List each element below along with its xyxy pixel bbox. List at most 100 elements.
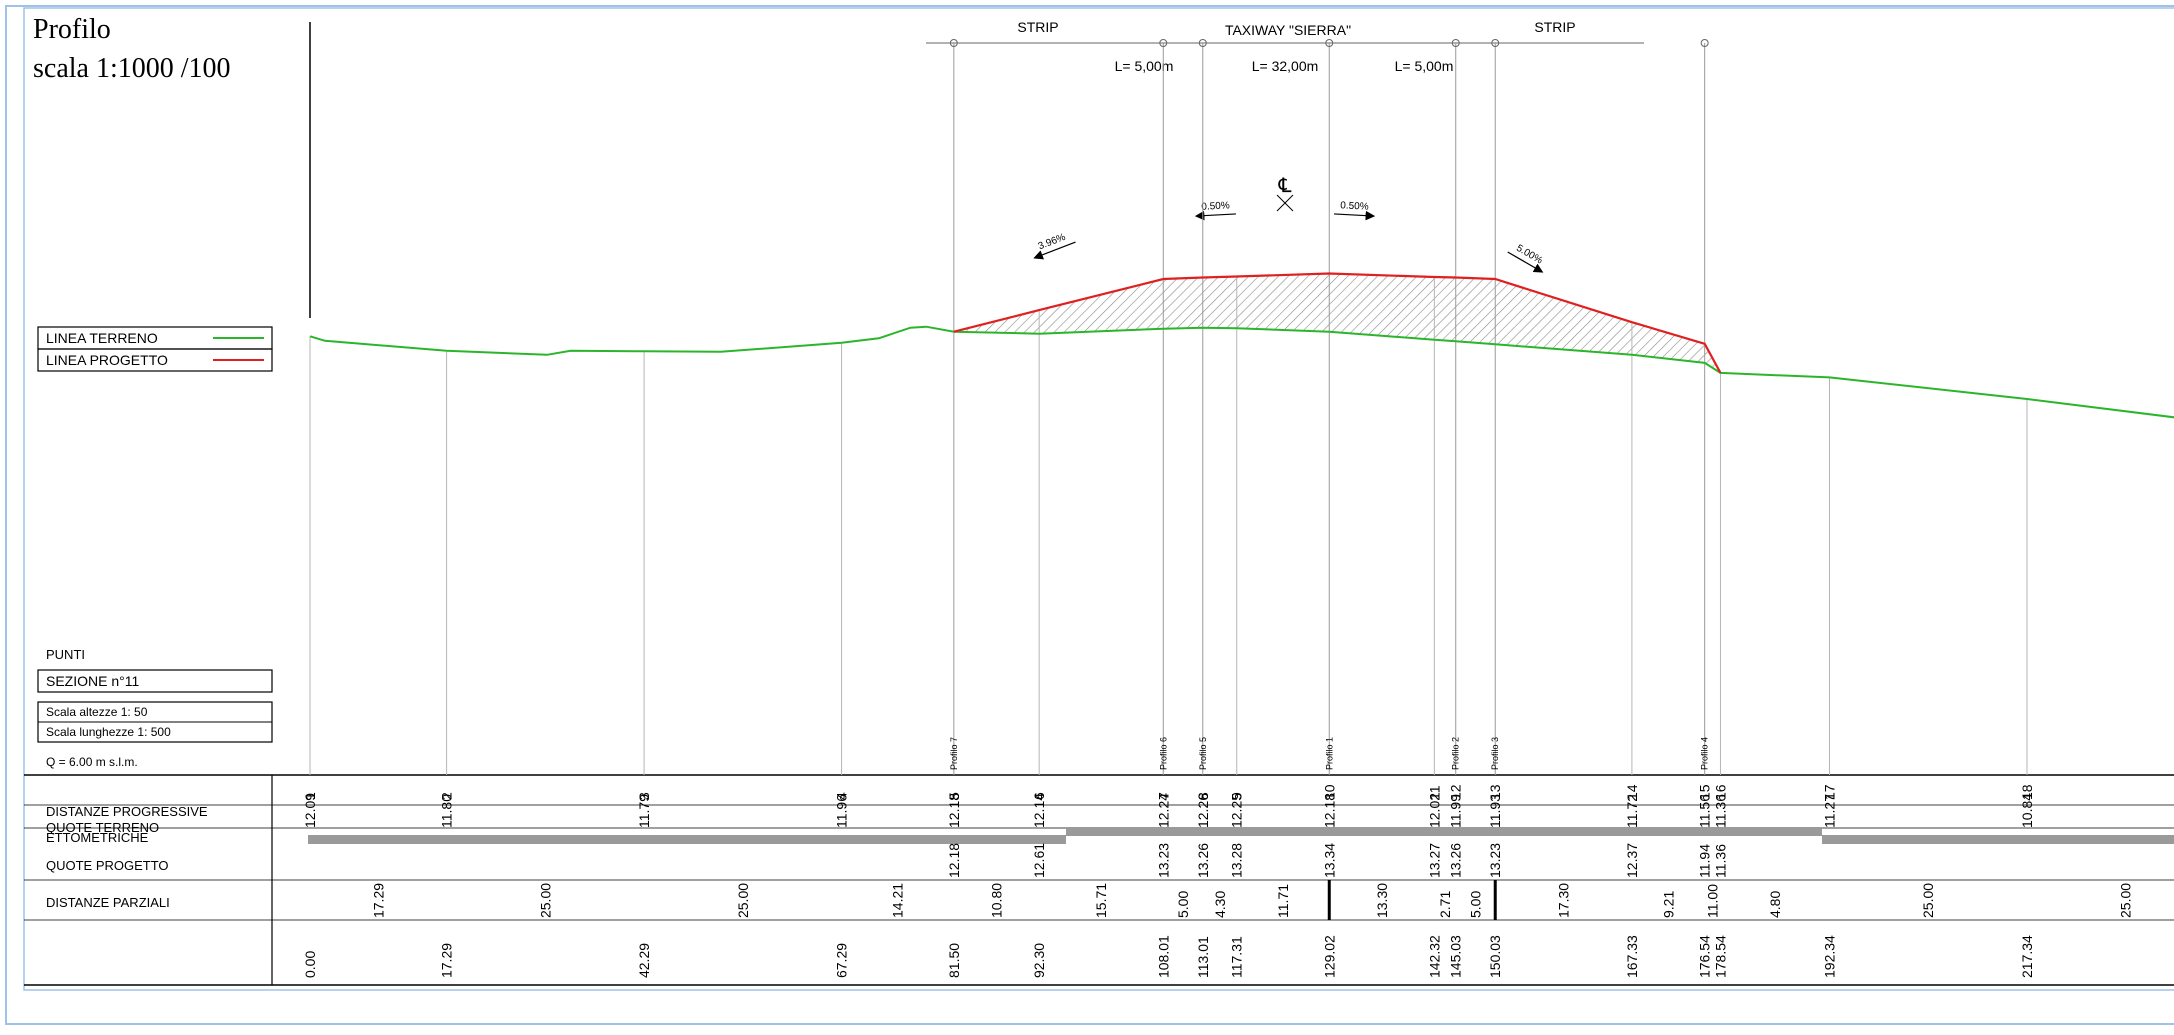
header-dimension-chain: STRIP TAXIWAY "SIERRA" STRIP L= 5,00m L=… — [926, 19, 1644, 74]
slope-annotation: 3.96% — [1033, 232, 1076, 260]
dimension-node — [949, 39, 958, 47]
row-label-distanze-progressive: DISTANZE PROGRESSIVE — [46, 804, 208, 819]
taxiway-label: TAXIWAY "SIERRA" — [1225, 22, 1351, 38]
quota-terreno: 11.96 — [834, 794, 850, 828]
point-number: 18 — [2019, 784, 2035, 800]
point-number: 2 — [439, 792, 455, 800]
taxiway-width: L= 32,00m — [1252, 58, 1319, 74]
distanza-progressiva: 17.29 — [439, 943, 455, 978]
distanza-progressiva: 142.32 — [1426, 935, 1442, 978]
point-number: 7 — [1155, 792, 1171, 800]
profilo-label: Profilo 6 — [1158, 737, 1168, 770]
distanza-progressiva: 108.01 — [1155, 935, 1171, 978]
drawing-scale-title: scala 1:1000 /100 — [33, 53, 231, 84]
slope-label: 3.96% — [1037, 232, 1068, 252]
distanza-parziale: 11.71 — [1275, 884, 1291, 918]
legend-box-progetto — [37, 348, 273, 372]
profilo-label: Profilo 7 — [949, 737, 959, 770]
scala-lunghezze: Scala lunghezze 1: 500 — [46, 725, 171, 739]
cut-fill-hatch — [953, 273, 1721, 373]
drawing-frame — [23, 7, 2174, 991]
distanza-progressiva: 167.33 — [1624, 935, 1640, 978]
profilo-label: Profilo 2 — [1451, 737, 1461, 770]
profilo-label: Profilo 1 — [1324, 737, 1334, 770]
point-number: 13 — [1487, 784, 1503, 800]
distanza-parziale: 5.00 — [1175, 891, 1191, 918]
quota-terreno: 12.25 — [1229, 793, 1245, 828]
point-number: 6 — [1031, 792, 1047, 800]
distanza-progressiva: 67.29 — [834, 943, 850, 978]
quota-progetto: 13.23 — [1155, 843, 1171, 878]
quota-progetto: 12.37 — [1624, 843, 1640, 878]
ettometriche-bar — [308, 835, 1066, 844]
quota-terreno: 12.18 — [946, 793, 962, 828]
distanza-parziale: 4.30 — [1212, 891, 1228, 918]
slope-arrow — [1033, 241, 1076, 260]
distanza-progressiva: 217.34 — [2019, 935, 2035, 978]
quota-terreno: 10.84 — [2019, 793, 2035, 828]
distanza-progressiva: 145.03 — [1448, 935, 1464, 978]
distanza-parziale: 14.21 — [890, 883, 906, 918]
quota-progetto: 11.36 — [1712, 844, 1728, 878]
quota-terreno: 11.80 — [439, 794, 455, 828]
legend-label-terreno: LINEA TERRENO — [46, 330, 158, 346]
distanza-progressiva: 42.29 — [636, 943, 652, 978]
profilo-label: Profilo 5 — [1198, 737, 1208, 770]
punti-label: PUNTI — [46, 647, 85, 662]
point-number: 12 — [1448, 784, 1464, 800]
distanza-progressiva: 176.54 — [1697, 935, 1713, 978]
distanza-parziale: 9.21 — [1660, 891, 1676, 918]
quota-terreno: 11.79 — [636, 794, 652, 828]
distanza-progressiva: 150.03 — [1487, 935, 1503, 978]
sheet-frame — [5, 5, 2174, 1025]
dimension-node — [1325, 39, 1334, 47]
slope-arrow — [1333, 210, 1376, 221]
scala-altezze: Scala altezze 1: 50 — [46, 705, 148, 719]
strip-right-width: L= 5,00m — [1395, 58, 1454, 74]
ettometriche-bar — [1822, 835, 2174, 844]
quota-terreno: 11.99 — [1448, 794, 1464, 828]
quota-progetto: 12.61 — [1031, 843, 1047, 878]
dimension-node — [1159, 39, 1168, 47]
data-table: DISTANZE PROGRESSIVE QUOTE TERRENO ETTOM… — [24, 774, 2174, 986]
quota-terreno: 11.93 — [1487, 794, 1503, 828]
distanza-progressiva: 192.34 — [1821, 935, 1837, 978]
point-number: 15 — [1697, 784, 1713, 800]
quota-terreno: 12.14 — [1031, 793, 1047, 828]
ground-line — [309, 325, 2174, 419]
distanza-progressiva: 92.30 — [1031, 943, 1047, 978]
row-label-ettometriche: ETTOMETRICHE — [46, 830, 149, 845]
distanza-parziale: 17.29 — [370, 883, 386, 918]
reference-quote: Q = 6.00 m s.l.m. — [46, 755, 138, 769]
row-label-distanze-parziali: DISTANZE PARZIALI — [46, 895, 170, 910]
centerline-marker: ℄ — [1276, 175, 1294, 212]
point-number: 9 — [1229, 792, 1245, 800]
slope-annotation: 5.00% — [1507, 243, 1544, 273]
slope-arrow — [1194, 210, 1237, 221]
row-label-quote-terreno: QUOTE TERRENO — [46, 820, 159, 835]
distanza-parziale: 25.00 — [537, 883, 553, 918]
distanza-parziale: 4.80 — [1767, 891, 1783, 918]
slope-label: 0.50% — [1340, 200, 1369, 212]
slope-annotation: 0.50% — [1333, 200, 1376, 221]
profile-dynamic-layer: 112.090.00211.8017.29311.7942.29411.9667… — [302, 39, 2174, 978]
distanza-parziale: 25.00 — [1920, 883, 1936, 918]
legend: LINEA TERRENO LINEA PROGETTO — [37, 326, 273, 372]
distanza-parziale: 15.71 — [1093, 883, 1109, 918]
strip-right-label: STRIP — [1534, 19, 1575, 35]
distanza-parziale: 25.00 — [735, 883, 751, 918]
quota-terreno: 11.27 — [1821, 794, 1837, 828]
point-number: 16 — [1712, 784, 1728, 800]
distanza-progressiva: 129.02 — [1321, 935, 1337, 978]
point-number: 10 — [1321, 784, 1337, 800]
dimension-node — [1451, 39, 1460, 47]
quota-progetto: 13.23 — [1487, 843, 1503, 878]
point-number: 3 — [636, 792, 652, 800]
centerline-symbol: ℄ — [1278, 175, 1292, 197]
ettometriche-bar — [1066, 827, 1822, 836]
distanza-progressiva: 117.31 — [1229, 936, 1245, 978]
slope-label: 5.00% — [1514, 243, 1544, 267]
quota-terreno: 12.26 — [1195, 793, 1211, 828]
distanza-progressiva: 0.00 — [302, 951, 318, 978]
